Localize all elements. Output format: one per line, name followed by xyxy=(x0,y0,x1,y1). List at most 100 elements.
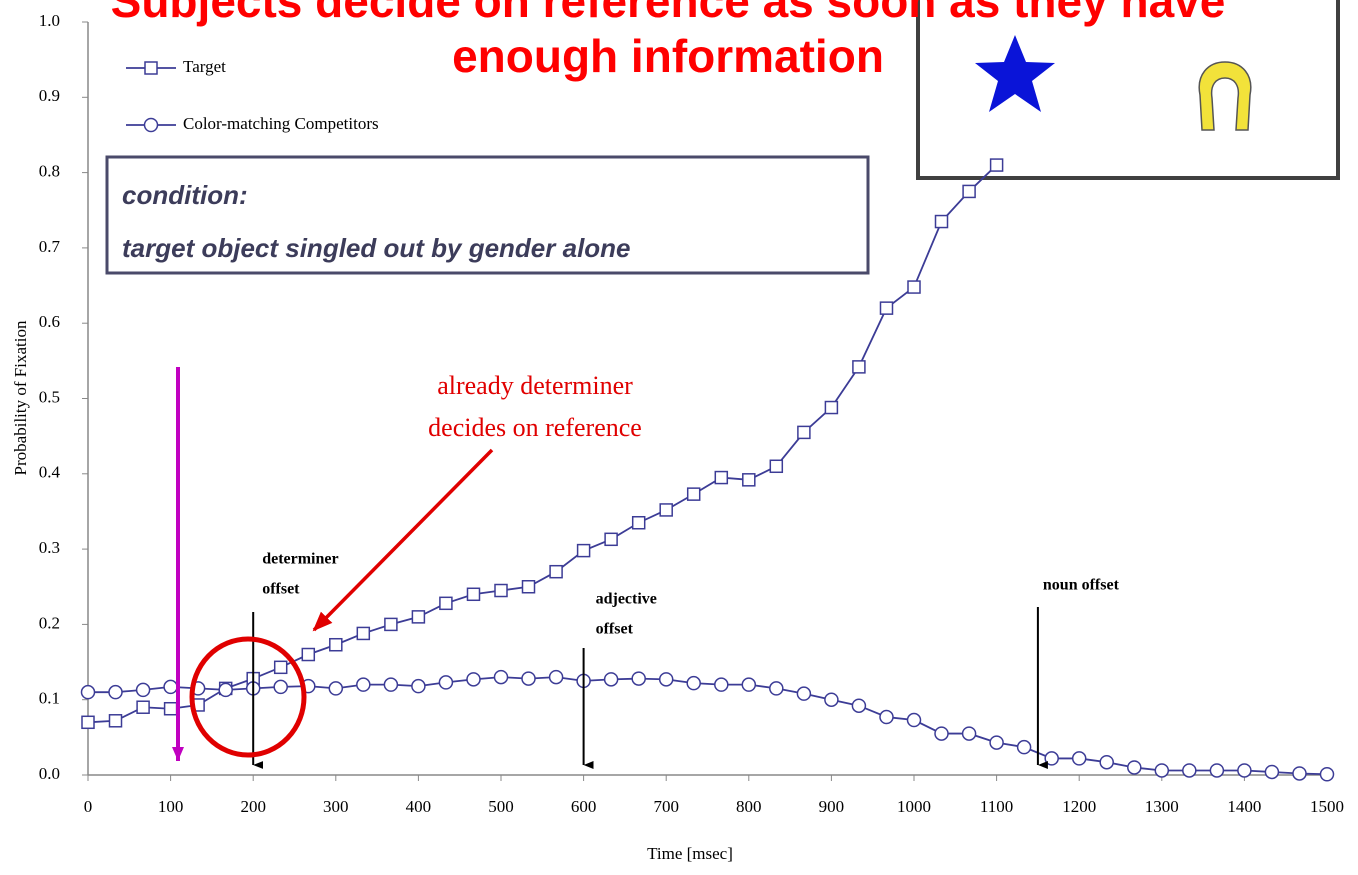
point xyxy=(411,678,426,694)
point xyxy=(549,564,563,579)
point xyxy=(143,117,159,133)
point xyxy=(144,61,158,75)
point xyxy=(879,709,894,725)
point xyxy=(989,158,1004,172)
point xyxy=(1319,766,1335,782)
x-axis-label: Time [msec] xyxy=(647,844,733,863)
point xyxy=(1016,739,1032,755)
point xyxy=(494,583,508,598)
point xyxy=(934,214,949,229)
point xyxy=(356,677,371,692)
point xyxy=(714,677,729,692)
y-tick-label: 0.2 xyxy=(39,613,60,632)
x-tick-label: 200 xyxy=(240,797,266,816)
point xyxy=(438,675,454,690)
point xyxy=(493,669,509,685)
image-box xyxy=(916,0,1340,180)
point xyxy=(548,669,564,685)
point xyxy=(603,672,619,687)
x-tick-label: 100 xyxy=(158,797,184,816)
point xyxy=(411,610,426,624)
x-tick-label: 1300 xyxy=(1145,797,1179,816)
point xyxy=(962,184,976,199)
x-tick-label: 600 xyxy=(571,797,597,816)
point xyxy=(1044,751,1059,766)
event-label: offset xyxy=(596,621,634,638)
condition-box xyxy=(105,155,870,275)
note-arrow xyxy=(312,448,494,632)
star-icon xyxy=(975,35,1055,112)
point xyxy=(686,675,701,691)
note-text: already determiner xyxy=(437,371,633,400)
point xyxy=(329,637,343,652)
point xyxy=(439,596,453,611)
point xyxy=(1071,751,1087,766)
point xyxy=(356,626,371,641)
y-tick-label: 0.6 xyxy=(39,312,60,331)
point xyxy=(466,587,481,602)
point xyxy=(989,735,1004,750)
highlight-circle xyxy=(189,636,307,758)
point xyxy=(521,580,536,594)
point xyxy=(135,682,151,698)
y-tick-label: 0.3 xyxy=(39,538,60,557)
point xyxy=(604,532,618,547)
point xyxy=(108,714,123,728)
point xyxy=(824,400,839,415)
point xyxy=(879,301,894,315)
point xyxy=(521,671,536,686)
point xyxy=(934,726,949,741)
point xyxy=(741,677,757,692)
point xyxy=(273,660,288,675)
series-line xyxy=(87,164,998,724)
x-tick-label: 1400 xyxy=(1227,797,1261,816)
point xyxy=(1237,763,1252,778)
point xyxy=(631,515,646,530)
point xyxy=(769,681,784,696)
point xyxy=(1182,763,1197,778)
x-tick-label: 700 xyxy=(653,797,679,816)
chart-title: Subjects decide on reference as soon as … xyxy=(111,0,1226,27)
point xyxy=(301,647,316,662)
horseshoe-icon xyxy=(1198,61,1252,131)
chart-title: enough information xyxy=(452,30,884,82)
point xyxy=(163,701,178,716)
event-label: noun offset xyxy=(1043,577,1120,594)
point xyxy=(658,672,674,687)
x-tick-label: 400 xyxy=(406,797,432,816)
point xyxy=(383,677,399,692)
point xyxy=(659,503,673,517)
point xyxy=(81,715,95,730)
point xyxy=(163,679,178,695)
y-tick-label: 0.4 xyxy=(39,463,61,482)
point xyxy=(218,682,233,698)
point xyxy=(824,692,839,707)
event-label: determiner xyxy=(262,551,338,568)
point xyxy=(851,698,867,713)
point xyxy=(384,617,398,632)
y-tick-label: 0.9 xyxy=(39,86,60,105)
x-tick-label: 500 xyxy=(488,797,514,816)
point xyxy=(1209,763,1225,778)
point xyxy=(328,681,344,696)
point xyxy=(1099,754,1114,770)
point xyxy=(686,487,701,501)
x-tick-label: 1200 xyxy=(1062,797,1096,816)
legend-label: Target xyxy=(183,57,226,76)
point xyxy=(576,543,591,558)
note-text: decides on reference xyxy=(428,413,642,442)
point xyxy=(852,360,866,374)
point xyxy=(466,672,481,687)
point xyxy=(1154,763,1170,778)
point xyxy=(906,712,922,728)
point xyxy=(961,726,977,741)
event-label: adjective xyxy=(596,591,657,608)
point xyxy=(108,684,123,700)
legend-label: Color-matching Competitors xyxy=(183,114,379,133)
point xyxy=(797,425,811,440)
point xyxy=(631,671,646,686)
y-tick-label: 0.5 xyxy=(39,387,60,406)
x-tick-label: 300 xyxy=(323,797,349,816)
event-label: offset xyxy=(262,581,300,598)
